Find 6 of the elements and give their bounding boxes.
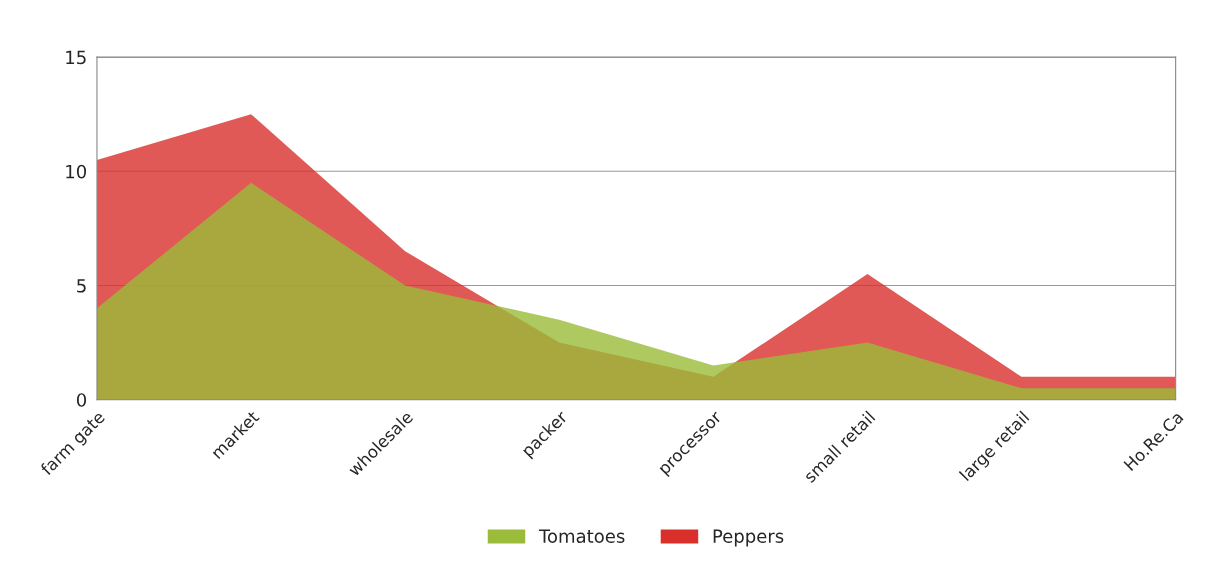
y-tick-label: 0 (76, 393, 87, 407)
y-tick-label: 15 (66, 50, 86, 65)
legend-label: Tomatoes (538, 529, 625, 543)
legend-label: Peppers (713, 529, 784, 547)
y-tick-label: 5 (77, 279, 86, 293)
y-tick-label: 10 (66, 164, 87, 179)
